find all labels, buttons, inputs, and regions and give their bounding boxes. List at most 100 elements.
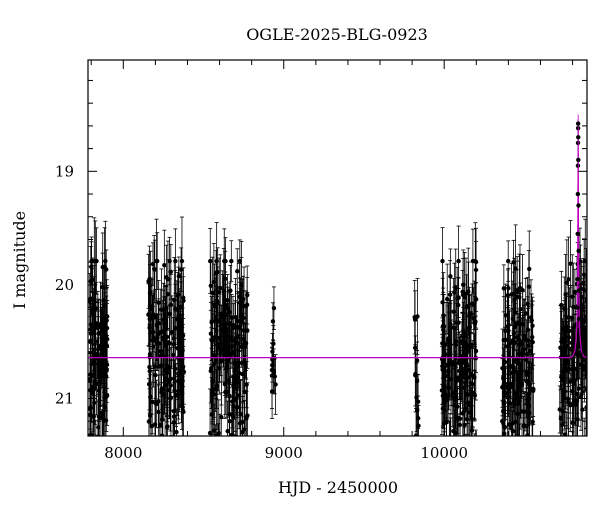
data-point bbox=[448, 295, 453, 353]
peak-point bbox=[575, 298, 580, 317]
data-point bbox=[559, 307, 564, 390]
data-point bbox=[213, 366, 218, 412]
data-point bbox=[229, 374, 235, 429]
data-point bbox=[526, 250, 532, 324]
data-point bbox=[232, 344, 237, 398]
data-point bbox=[181, 339, 187, 405]
plot-area bbox=[87, 59, 588, 437]
data-point bbox=[156, 302, 162, 385]
data-point bbox=[207, 388, 213, 436]
data-point bbox=[463, 257, 469, 330]
model-curve bbox=[88, 125, 587, 359]
data-point bbox=[241, 312, 246, 365]
data-point bbox=[453, 362, 459, 402]
data-point bbox=[517, 244, 523, 332]
data-point bbox=[509, 346, 515, 399]
data-point bbox=[228, 265, 233, 317]
data-point bbox=[517, 423, 522, 436]
data-point bbox=[530, 424, 535, 436]
data-point bbox=[583, 410, 587, 436]
y-tick-label: 19 bbox=[55, 162, 74, 180]
data-point bbox=[448, 417, 453, 436]
data-point bbox=[569, 319, 575, 366]
data-point bbox=[104, 361, 109, 432]
data-point bbox=[163, 296, 168, 348]
data-point bbox=[237, 239, 243, 283]
data-point bbox=[523, 277, 528, 350]
data-point bbox=[582, 417, 587, 436]
data-point bbox=[224, 324, 229, 364]
y-tick-label: 20 bbox=[55, 276, 74, 294]
peak-point bbox=[576, 241, 581, 260]
data-point bbox=[570, 398, 576, 436]
data-point bbox=[503, 283, 508, 347]
data-point bbox=[177, 301, 182, 362]
data-point bbox=[466, 261, 471, 352]
data-point bbox=[440, 287, 446, 365]
data-point bbox=[176, 338, 181, 425]
data-point bbox=[160, 300, 165, 376]
data-point bbox=[460, 269, 465, 314]
data-point bbox=[269, 364, 275, 419]
data-point bbox=[244, 277, 250, 333]
data-point bbox=[514, 430, 519, 436]
data-point bbox=[514, 362, 520, 436]
data-point bbox=[165, 343, 170, 423]
data-point bbox=[445, 380, 450, 421]
data-point bbox=[515, 369, 520, 436]
data-point bbox=[241, 400, 247, 436]
data-point bbox=[457, 403, 463, 436]
data-point bbox=[93, 282, 99, 335]
data-point bbox=[159, 355, 164, 422]
data-point bbox=[526, 373, 531, 426]
data-layer bbox=[88, 114, 587, 436]
peak-point bbox=[576, 150, 581, 170]
data-point bbox=[458, 347, 463, 416]
data-point bbox=[220, 274, 226, 353]
data-point bbox=[243, 307, 249, 380]
data-point bbox=[237, 379, 243, 436]
plot-frame bbox=[87, 59, 588, 437]
data-point bbox=[501, 264, 507, 313]
peak-point bbox=[576, 128, 581, 147]
data-point bbox=[163, 396, 168, 436]
data-point bbox=[105, 300, 110, 379]
data-point bbox=[526, 367, 532, 420]
chart-title: OGLE-2025-BLG-0923 bbox=[246, 25, 428, 44]
data-point bbox=[223, 237, 228, 285]
data-point bbox=[98, 337, 103, 410]
data-point bbox=[147, 245, 152, 313]
data-point bbox=[174, 408, 179, 436]
data-point bbox=[223, 369, 228, 415]
data-point bbox=[100, 315, 105, 388]
data-point bbox=[414, 349, 420, 413]
data-point bbox=[528, 279, 534, 356]
x-tick-label: 8000 bbox=[104, 444, 142, 462]
data-point bbox=[473, 283, 478, 361]
data-point bbox=[473, 429, 478, 436]
data-point bbox=[237, 303, 242, 352]
data-point bbox=[510, 410, 516, 436]
y-tick-label: 21 bbox=[55, 390, 74, 408]
data-point bbox=[168, 360, 173, 411]
peak-point bbox=[576, 309, 582, 329]
data-point bbox=[91, 380, 96, 436]
data-point bbox=[225, 431, 230, 436]
x-axis: 8000 9000 10000 bbox=[90, 60, 574, 462]
data-point bbox=[446, 305, 451, 371]
data-point bbox=[154, 218, 159, 304]
data-point bbox=[229, 324, 235, 369]
x-tick-label: 10000 bbox=[420, 444, 468, 462]
data-point bbox=[228, 323, 233, 386]
data-point bbox=[513, 224, 518, 313]
data-point bbox=[472, 370, 478, 421]
data-point bbox=[217, 315, 223, 364]
data-point bbox=[173, 270, 178, 349]
data-point bbox=[511, 380, 517, 423]
y-axis-label: I magnitude bbox=[10, 211, 29, 309]
data-point bbox=[172, 419, 177, 436]
data-point bbox=[169, 295, 175, 369]
data-point bbox=[416, 405, 421, 436]
data-point bbox=[568, 378, 573, 432]
